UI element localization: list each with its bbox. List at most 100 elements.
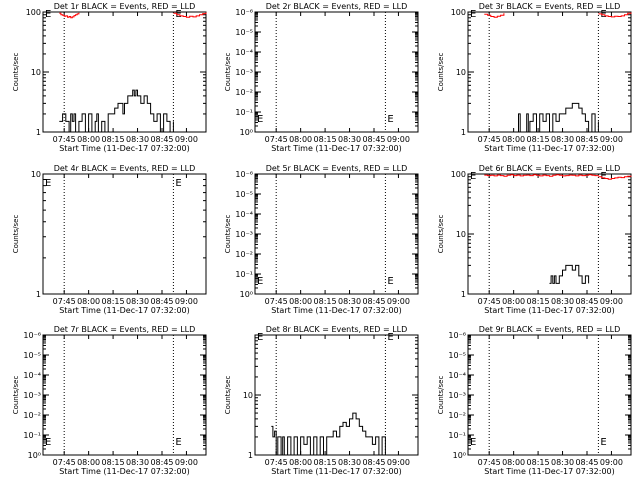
x-axis-title: Start Time (11-Dec-17 07:32:00) [271,306,402,315]
plot-title: Det 4r BLACK = Events, RED = LLD [54,164,196,173]
x-tick-label: 07:45 [478,458,501,467]
x-tick-label: 09:00 [387,135,410,144]
y-tick-label: 10⁻³ [235,230,253,239]
x-tick-label: 08:00 [77,458,100,467]
y-tick-label: 10 [456,230,466,239]
y-tick-label: 1 [461,290,466,299]
events-series-line [271,412,386,456]
x-tick-label: 08:45 [362,297,385,306]
lld-series-line [598,12,632,18]
y-tick-label: 10⁻¹ [235,108,253,117]
plot-title: Det 9r BLACK = Events, RED = LLD [479,325,621,334]
y-tick-label: 10⁻⁴ [448,371,466,380]
x-axis-title: Start Time (11-Dec-17 07:32:00) [59,144,190,153]
y-axis-title: Counts/sec [437,376,445,415]
x-tick-label: 07:45 [53,458,76,467]
event-marker-label: E [45,9,51,20]
x-tick-label: 09:00 [175,135,198,144]
y-axis-title: Counts/sec [224,215,232,254]
x-tick-label: 08:00 [289,458,312,467]
x-tick-label: 07:45 [478,135,501,144]
x-tick-label: 08:15 [527,297,550,306]
event-marker-label: E [257,332,263,343]
y-tick-label: 10⁻⁴ [235,210,253,219]
x-tick-label: 08:00 [77,297,100,306]
y-tick-label: 10⁰ [28,451,41,460]
y-tick-label: 10⁻¹ [23,431,41,440]
x-tick-label: 08:00 [502,458,525,467]
x-tick-label: 07:45 [265,297,288,306]
y-tick-label: 10⁻⁴ [23,371,41,380]
event-marker-label: E [175,178,181,189]
x-tick-label: 08:30 [551,135,574,144]
x-tick-label: 07:45 [265,458,288,467]
lld-series-line [173,12,207,18]
x-tick-label: 09:00 [387,297,410,306]
y-axis-title: Counts/sec [224,53,232,92]
x-tick-label: 09:00 [175,458,198,467]
x-tick-label: 08:15 [314,297,337,306]
plot-title: Det 3r BLACK = Events, RED = LLD [479,2,621,11]
y-axis-title: Counts/sec [437,215,445,254]
lld-series-line [59,12,80,19]
y-tick-label: 10⁻¹ [448,431,466,440]
event-marker-label: E [45,178,51,189]
x-tick-label: 08:45 [575,458,598,467]
x-tick-label: 08:00 [502,135,525,144]
x-axis-title: Start Time (11-Dec-17 07:32:00) [484,306,615,315]
x-tick-label: 08:45 [362,458,385,467]
event-marker-label: E [470,171,476,182]
x-tick-label: 07:45 [53,297,76,306]
y-tick-label: 10⁻² [235,250,253,259]
y-tick-label: 10⁻² [23,411,41,420]
lld-series-line [484,174,599,177]
y-axis-title: Counts/sec [12,215,20,254]
event-marker-label: E [175,437,181,448]
x-axis-title: Start Time (11-Dec-17 07:32:00) [484,144,615,153]
plot-frame [42,173,207,295]
plot-title: Det 5r BLACK = Events, RED = LLD [266,164,408,173]
x-tick-label: 09:00 [600,297,623,306]
y-tick-label: 10⁰ [240,290,253,299]
x-axis-title: Start Time (11-Dec-17 07:32:00) [59,467,190,476]
y-tick-label: 100 [26,8,41,17]
event-marker-label: E [257,276,263,287]
y-tick-label: 10⁻³ [23,391,41,400]
y-tick-label: 10⁻² [448,411,466,420]
x-tick-label: 09:00 [600,135,623,144]
event-marker-label: E [45,437,51,448]
y-tick-label: 10 [243,391,253,400]
x-tick-label: 08:45 [150,297,173,306]
y-tick-label: 10⁰ [453,451,466,460]
x-tick-label: 08:15 [527,458,550,467]
event-marker-label: E [387,276,393,287]
x-tick-label: 08:30 [126,458,149,467]
x-tick-label: 09:00 [600,458,623,467]
x-tick-label: 08:00 [77,135,100,144]
y-tick-label: 10 [456,68,466,77]
y-tick-label: 10⁻⁵ [235,190,253,199]
events-series-line [59,89,174,133]
y-tick-label: 10 [31,170,41,179]
x-axis-title: Start Time (11-Dec-17 07:32:00) [271,467,402,476]
y-tick-label: 10⁻³ [235,68,253,77]
x-tick-label: 09:00 [175,297,198,306]
x-tick-label: 08:00 [289,297,312,306]
event-marker-label: E [600,171,606,182]
plot-title: Det 7r BLACK = Events, RED = LLD [54,325,196,334]
plot-title: Det 8r BLACK = Events, RED = LLD [266,325,408,334]
y-tick-label: 1 [36,290,41,299]
x-tick-label: 08:30 [126,297,149,306]
y-tick-label: 10⁰ [240,128,253,137]
x-tick-label: 08:45 [150,458,173,467]
event-marker-label: E [600,437,606,448]
y-tick-label: 10⁻² [235,88,253,97]
y-axis-title: Counts/sec [437,53,445,92]
